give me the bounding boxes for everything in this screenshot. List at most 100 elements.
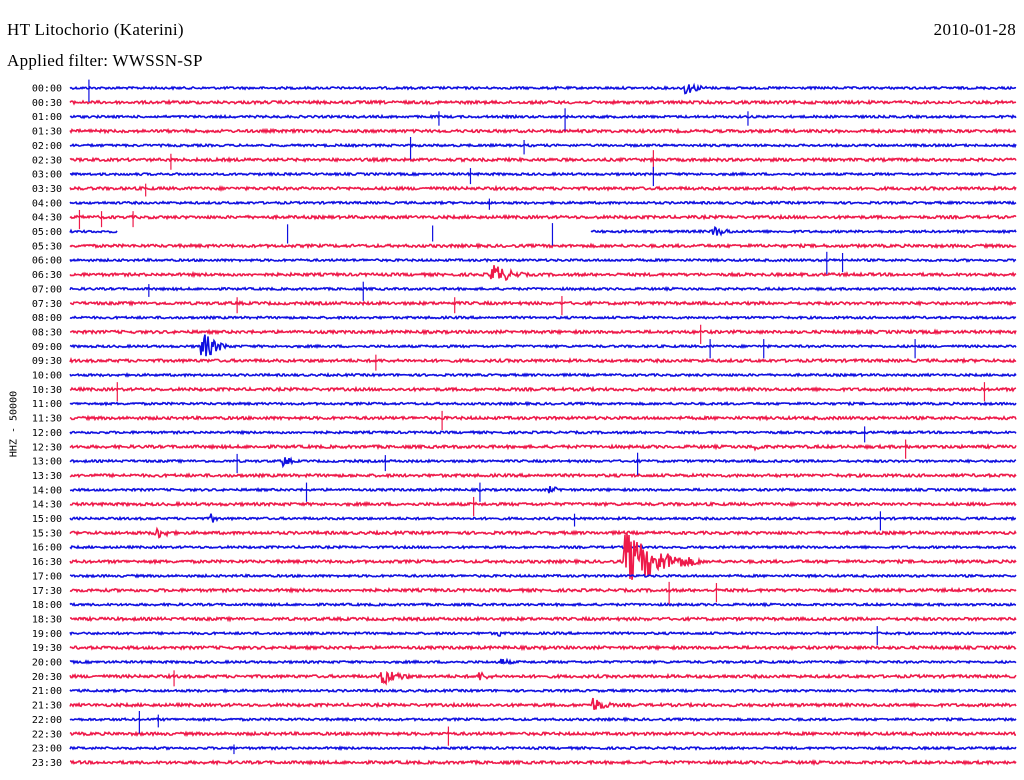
row-time-label: 16:30 bbox=[32, 557, 62, 568]
row-time-label: 03:00 bbox=[32, 170, 62, 181]
row-time-label: 02:30 bbox=[32, 155, 62, 166]
row-time-label: 13:30 bbox=[32, 471, 62, 482]
trace-line bbox=[69, 500, 1017, 508]
row-time-label: 21:00 bbox=[32, 686, 62, 697]
row-time-label: 00:30 bbox=[32, 98, 62, 109]
trace-line bbox=[69, 513, 1017, 523]
trace-line bbox=[69, 184, 1017, 192]
row-time-label: 15:30 bbox=[32, 528, 62, 539]
trace-line bbox=[69, 429, 1017, 436]
trace-line bbox=[69, 526, 1017, 539]
row-time-label: 04:30 bbox=[32, 213, 62, 224]
trace-line bbox=[69, 328, 1017, 336]
row-time-label: 17:00 bbox=[32, 571, 62, 582]
row-time-label: 05:30 bbox=[32, 241, 62, 252]
trace-line bbox=[69, 544, 1017, 550]
row-time-label: 23:30 bbox=[32, 758, 62, 769]
row-time-label: 11:30 bbox=[32, 414, 62, 425]
trace-line bbox=[69, 745, 1017, 752]
trace-line bbox=[69, 630, 1017, 637]
trace-line bbox=[69, 372, 1017, 378]
trace-line bbox=[69, 716, 1017, 723]
trace-line bbox=[69, 657, 1017, 666]
row-time-label: 21:30 bbox=[32, 701, 62, 712]
trace-line bbox=[69, 98, 1017, 106]
row-time-label: 18:30 bbox=[32, 614, 62, 625]
row-time-label: 09:00 bbox=[32, 342, 62, 353]
row-time-label: 14:00 bbox=[32, 485, 62, 496]
trace-line bbox=[69, 414, 1017, 422]
trace-line bbox=[69, 285, 1017, 292]
trace-line bbox=[69, 443, 1017, 452]
row-time-label: 19:00 bbox=[32, 629, 62, 640]
trace-line bbox=[69, 615, 1017, 623]
trace-line bbox=[69, 573, 1017, 579]
trace-line bbox=[69, 334, 1017, 357]
row-time-label: 10:00 bbox=[32, 371, 62, 382]
trace-line bbox=[69, 586, 1017, 594]
row-time-label: 01:30 bbox=[32, 127, 62, 138]
trace-line bbox=[69, 533, 1017, 580]
row-time-label: 06:30 bbox=[32, 270, 62, 281]
row-time-label: 22:30 bbox=[32, 729, 62, 740]
row-time-label: 17:30 bbox=[32, 586, 62, 597]
trace-line bbox=[69, 485, 1017, 494]
row-time-label: 18:00 bbox=[32, 600, 62, 611]
trace-line bbox=[69, 400, 1017, 407]
trace-line bbox=[69, 113, 1017, 120]
trace-line bbox=[69, 472, 1017, 479]
trace-line bbox=[69, 213, 1017, 221]
row-time-label: 23:00 bbox=[32, 744, 62, 755]
trace-line bbox=[69, 385, 1017, 393]
row-time-label: 09:30 bbox=[32, 356, 62, 367]
row-time-label: 01:00 bbox=[32, 112, 62, 123]
row-time-label: 15:00 bbox=[32, 514, 62, 525]
trace-line bbox=[69, 242, 1017, 250]
trace-line bbox=[69, 171, 1017, 177]
row-time-label: 11:00 bbox=[32, 399, 62, 410]
trace-line bbox=[69, 730, 1017, 738]
trace-line bbox=[69, 314, 1017, 321]
row-time-label: 20:30 bbox=[32, 672, 62, 683]
trace-line bbox=[69, 265, 1017, 282]
row-time-label: 20:00 bbox=[32, 658, 62, 669]
row-time-label: 12:30 bbox=[32, 442, 62, 453]
trace-line bbox=[69, 644, 1017, 652]
row-time-label: 12:00 bbox=[32, 428, 62, 439]
trace-line bbox=[69, 156, 1017, 164]
trace-line bbox=[69, 697, 1017, 710]
trace-line bbox=[69, 142, 1017, 149]
row-time-label: 08:00 bbox=[32, 313, 62, 324]
trace-line bbox=[69, 127, 1017, 135]
row-time-label: 04:00 bbox=[32, 198, 62, 209]
row-time-label: 22:00 bbox=[32, 715, 62, 726]
row-time-label: 05:00 bbox=[32, 227, 62, 238]
row-time-label: 06:00 bbox=[32, 256, 62, 267]
row-time-label: 19:30 bbox=[32, 643, 62, 654]
row-time-label: 07:00 bbox=[32, 284, 62, 295]
trace-line bbox=[69, 225, 1017, 237]
trace-line bbox=[69, 601, 1017, 608]
row-time-label: 02:00 bbox=[32, 141, 62, 152]
row-time-label: 14:30 bbox=[32, 500, 62, 511]
trace-line bbox=[69, 82, 1017, 95]
trace-line bbox=[69, 356, 1017, 365]
station-title: HT Litochorio (Katerini) bbox=[7, 20, 184, 39]
row-time-label: 03:30 bbox=[32, 184, 62, 195]
row-time-label: 08:30 bbox=[32, 327, 62, 338]
trace-line bbox=[69, 257, 1017, 264]
trace-line bbox=[69, 670, 1017, 686]
trace-line bbox=[69, 299, 1017, 307]
row-time-label: 00:00 bbox=[32, 84, 62, 95]
plot-date: 2010-01-28 bbox=[933, 20, 1016, 39]
trace-line bbox=[69, 199, 1017, 206]
trace-line bbox=[69, 687, 1017, 694]
filter-label: Applied filter: WWSSN-SP bbox=[7, 51, 203, 70]
trace-line bbox=[69, 456, 1017, 469]
row-time-label: 07:30 bbox=[32, 299, 62, 310]
row-time-label: 10:30 bbox=[32, 385, 62, 396]
trace-line bbox=[69, 759, 1017, 767]
row-time-label: 16:00 bbox=[32, 543, 62, 554]
row-time-label: 13:00 bbox=[32, 457, 62, 468]
